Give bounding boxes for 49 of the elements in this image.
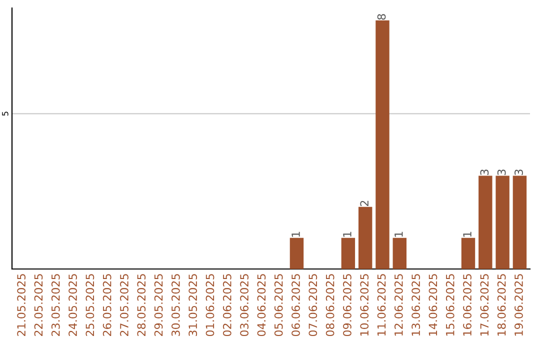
x-tick-label: 12.06.2025 xyxy=(394,274,403,336)
bar xyxy=(341,238,356,269)
x-tick-label: 29.05.2025 xyxy=(154,274,163,336)
bar xyxy=(290,238,304,269)
x-tick-label: 13.06.2025 xyxy=(412,274,420,336)
x-tick-label: 19.06.2025 xyxy=(514,274,523,336)
x-tick-label: 17.06.2025 xyxy=(480,274,489,336)
x-tick-label: 31.05.2025 xyxy=(188,274,198,336)
x-tick-label: 06.06.2025 xyxy=(292,274,300,336)
bar xyxy=(512,176,527,269)
data-label: 1 xyxy=(292,232,300,237)
x-tick-label: 11.06.2025 xyxy=(377,274,386,336)
data-label: 3 xyxy=(480,170,489,175)
x-tick-label: 01.06.2025 xyxy=(206,274,214,336)
x-tick-label: 26.05.2025 xyxy=(102,274,112,336)
x-tick-label: 03.06.2025 xyxy=(240,274,248,336)
bar xyxy=(358,206,372,269)
data-label: 1 xyxy=(343,232,352,237)
x-tick-label: 04.06.2025 xyxy=(257,274,266,336)
bar xyxy=(478,176,492,269)
data-label: 3 xyxy=(514,170,523,175)
x-tick-label: 30.05.2025 xyxy=(171,274,180,336)
data-label: 3 xyxy=(497,170,506,175)
x-tick-label: 14.06.2025 xyxy=(428,274,438,336)
bar xyxy=(496,176,510,269)
x-tick-label: 24.05.2025 xyxy=(68,274,77,336)
data-label: 8 xyxy=(377,14,386,20)
x-tick-label: 23.05.2025 xyxy=(51,274,60,336)
x-tick-label: 15.06.2025 xyxy=(446,274,454,336)
bar xyxy=(376,20,390,269)
x-tick-label: 27.05.2025 xyxy=(120,274,128,336)
bar xyxy=(461,238,476,269)
data-label: 2 xyxy=(360,200,368,206)
data-label: 1 xyxy=(463,232,472,237)
data-label: 1 xyxy=(394,232,403,237)
x-tick-label: 07.06.2025 xyxy=(308,274,318,336)
ref-line-label: 5 xyxy=(2,112,8,116)
x-tick-label: 09.06.2025 xyxy=(343,274,352,336)
x-tick-label: 18.06.2025 xyxy=(497,274,506,336)
x-tick-label: 02.06.2025 xyxy=(222,274,232,336)
x-tick-label: 25.05.2025 xyxy=(86,274,94,336)
x-tick-label: 05.06.2025 xyxy=(274,274,283,336)
x-tick-label: 21.05.2025 xyxy=(17,274,26,336)
x-tick-label: 08.06.2025 xyxy=(326,274,334,336)
x-tick-label: 10.06.2025 xyxy=(360,274,369,336)
x-tick-label: 16.06.2025 xyxy=(463,274,472,336)
x-tick-label: 22.05.2025 xyxy=(34,274,43,336)
x-tick-label: 28.05.2025 xyxy=(137,274,146,336)
bar xyxy=(392,238,407,269)
